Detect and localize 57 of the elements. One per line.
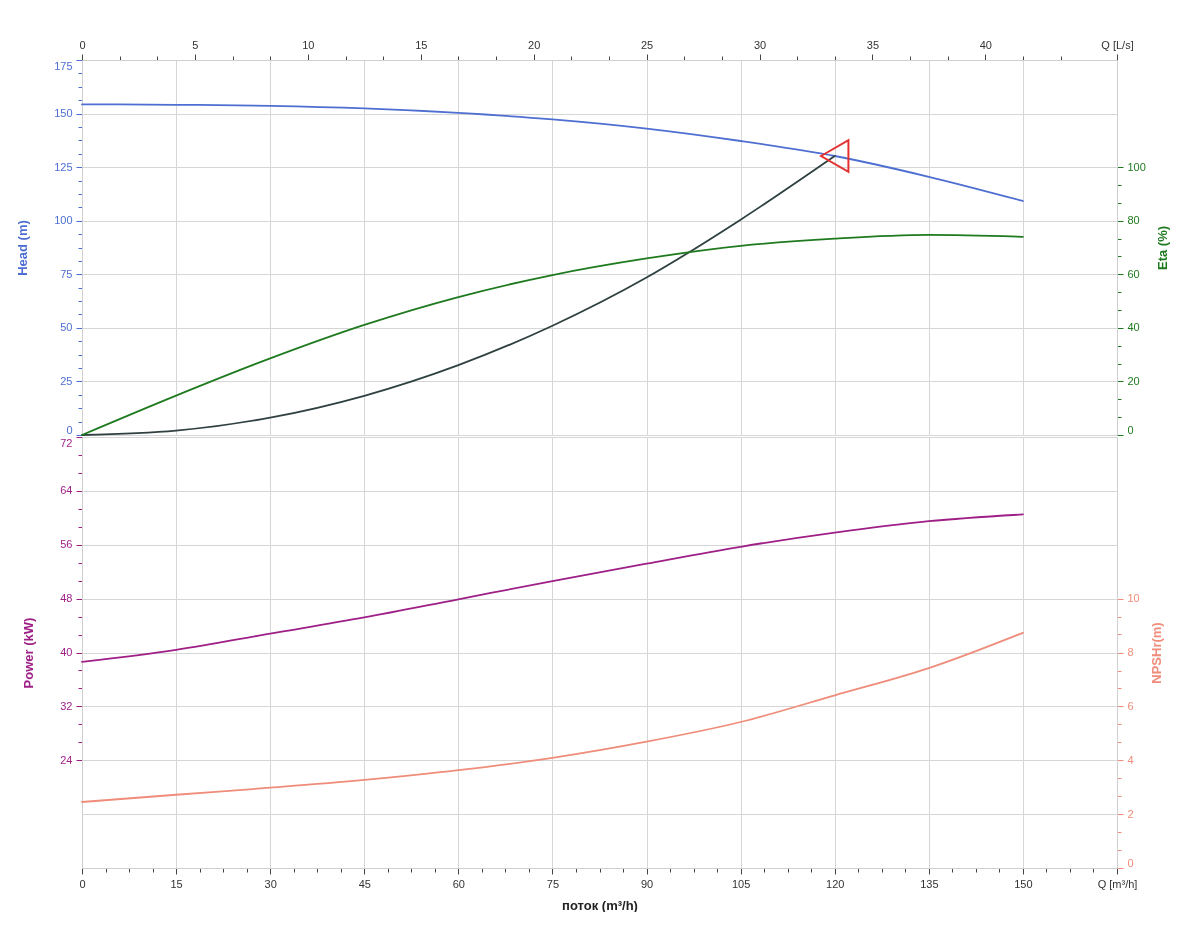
y-tick-label: 64 — [60, 484, 73, 497]
y-tick-label: 150 — [54, 107, 73, 120]
x2-tick-label: Q [L/s] — [1101, 38, 1134, 51]
y-tick-label: 24 — [60, 753, 73, 766]
y-tick-label: 40 — [60, 646, 73, 658]
y-tick-label: 56 — [60, 538, 73, 551]
y-tick-label: 0 — [66, 423, 73, 436]
y2-tick-label: 8 — [1127, 646, 1134, 658]
x2-tick-label: 40 — [979, 38, 992, 51]
x2-tick-label: 5 — [192, 38, 199, 51]
y2-tick-label: 2 — [1127, 807, 1134, 820]
y2-tick-label: 80 — [1127, 214, 1140, 227]
x-tick-label: 75 — [546, 877, 560, 890]
y2-tick-label: 4 — [1127, 753, 1134, 766]
y-tick-label: 25 — [60, 374, 73, 387]
x2-tick-label: 30 — [753, 38, 767, 51]
x2-tick-label: 10 — [302, 38, 315, 51]
x-tick-label: 30 — [264, 877, 277, 890]
line-series — [81, 631, 1024, 803]
y2-tick-label: 40 — [1127, 321, 1140, 334]
y-tick-label: 125 — [54, 160, 73, 173]
y-tick-label: 50 — [60, 321, 73, 334]
y2-tick-label: 20 — [1127, 374, 1140, 387]
y2-axis-title: Eta (%) — [1154, 225, 1170, 271]
y-tick-label: 48 — [60, 592, 73, 605]
x-tick-label: Q [m³/h] — [1097, 877, 1138, 890]
x-tick-label: 45 — [358, 877, 371, 890]
x-tick-label: 135 — [920, 877, 939, 890]
y-tick-label: 75 — [60, 267, 73, 280]
y2-tick-label: 10 — [1127, 592, 1140, 605]
x2-tick-label: 15 — [415, 38, 428, 51]
x-axis-title: поток (m³/h) — [562, 897, 638, 913]
y-tick-label: 175 — [54, 59, 73, 72]
y-tick-label: 72 — [60, 436, 73, 449]
x-tick-label: 105 — [731, 877, 751, 890]
y-tick-label: 100 — [54, 214, 73, 227]
x-tick-label: 60 — [452, 877, 465, 890]
line-series — [81, 513, 1024, 663]
y2-tick-label: 60 — [1127, 267, 1140, 280]
x-tick-label: 15 — [170, 877, 183, 890]
x2-tick-label: 20 — [528, 38, 541, 51]
y2-tick-label: 6 — [1127, 699, 1134, 712]
x-tick-label: 150 — [1014, 877, 1033, 890]
x2-tick-label: 25 — [640, 38, 654, 51]
x2-tick-label: 35 — [866, 38, 880, 51]
y2-tick-label: 0 — [1127, 423, 1134, 436]
y2-axis-title: NPSHr(m) — [1148, 622, 1164, 684]
y2-tick-label: 0 — [1127, 856, 1134, 869]
line-series — [81, 234, 1024, 436]
x-tick-label: 0 — [79, 877, 86, 890]
x-tick-label: 90 — [640, 877, 654, 890]
y-axis-title: Power (kW) — [21, 617, 37, 689]
x2-tick-label: 0 — [79, 38, 86, 51]
y2-tick-label: 100 — [1127, 160, 1146, 173]
x-tick-label: 120 — [826, 877, 845, 890]
y-tick-label: 32 — [60, 699, 73, 712]
y-axis-title: Head (m) — [15, 220, 31, 276]
